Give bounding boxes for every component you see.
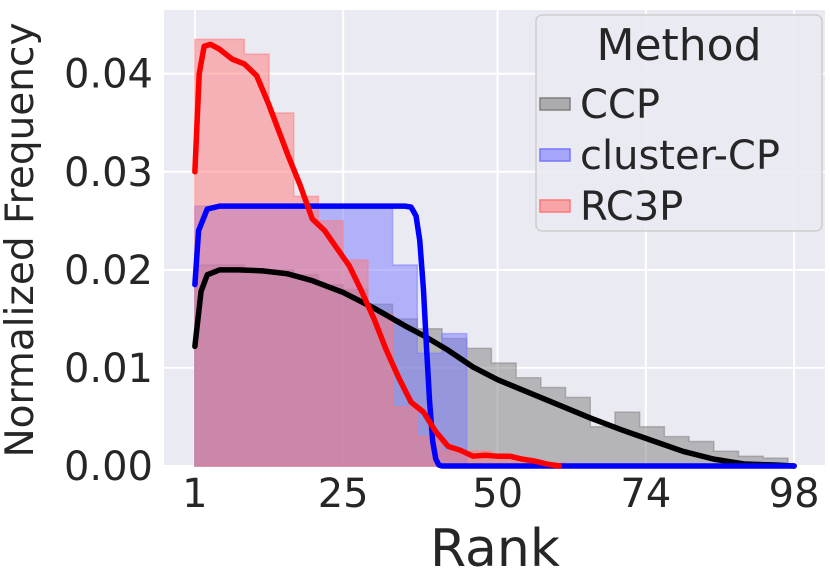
legend-label: cluster-CP bbox=[580, 133, 780, 179]
legend-title: Method bbox=[596, 20, 761, 71]
kde-line-ccp bbox=[192, 267, 797, 469]
legend: Method CCP cluster-CP RC3P bbox=[535, 14, 823, 232]
y-tick-label: 0.01 bbox=[64, 346, 153, 392]
legend-swatch bbox=[539, 97, 571, 111]
legend-swatch bbox=[539, 148, 571, 162]
legend-label: CCP bbox=[580, 82, 660, 128]
x-axis-label: Rank bbox=[430, 519, 560, 569]
y-tick-label: 0.00 bbox=[64, 444, 153, 490]
x-tick-label: 98 bbox=[769, 471, 820, 517]
y-tick-label: 0.04 bbox=[64, 52, 153, 98]
x-tick-labels: 1 25 50 74 98 bbox=[182, 471, 819, 517]
x-tick-label: 1 bbox=[182, 471, 207, 517]
kde-line-rc3p bbox=[192, 41, 563, 469]
legend-box bbox=[535, 14, 823, 232]
y-tick-labels: 0.00 0.01 0.02 0.03 0.04 bbox=[64, 52, 153, 490]
legend-label: RC3P bbox=[580, 184, 683, 230]
kde-curves bbox=[192, 41, 797, 469]
x-tick-label: 50 bbox=[472, 471, 523, 517]
y-tick-label: 0.02 bbox=[64, 248, 153, 294]
x-tick-label: 74 bbox=[620, 471, 671, 517]
y-axis-label: Normalized Frequency bbox=[0, 22, 43, 457]
legend-entries: CCP cluster-CP RC3P bbox=[539, 82, 780, 230]
x-tick-label: 25 bbox=[318, 471, 369, 517]
legend-swatch bbox=[539, 199, 571, 213]
kde-line-cluster-cp bbox=[192, 203, 797, 469]
y-tick-label: 0.03 bbox=[64, 150, 153, 196]
